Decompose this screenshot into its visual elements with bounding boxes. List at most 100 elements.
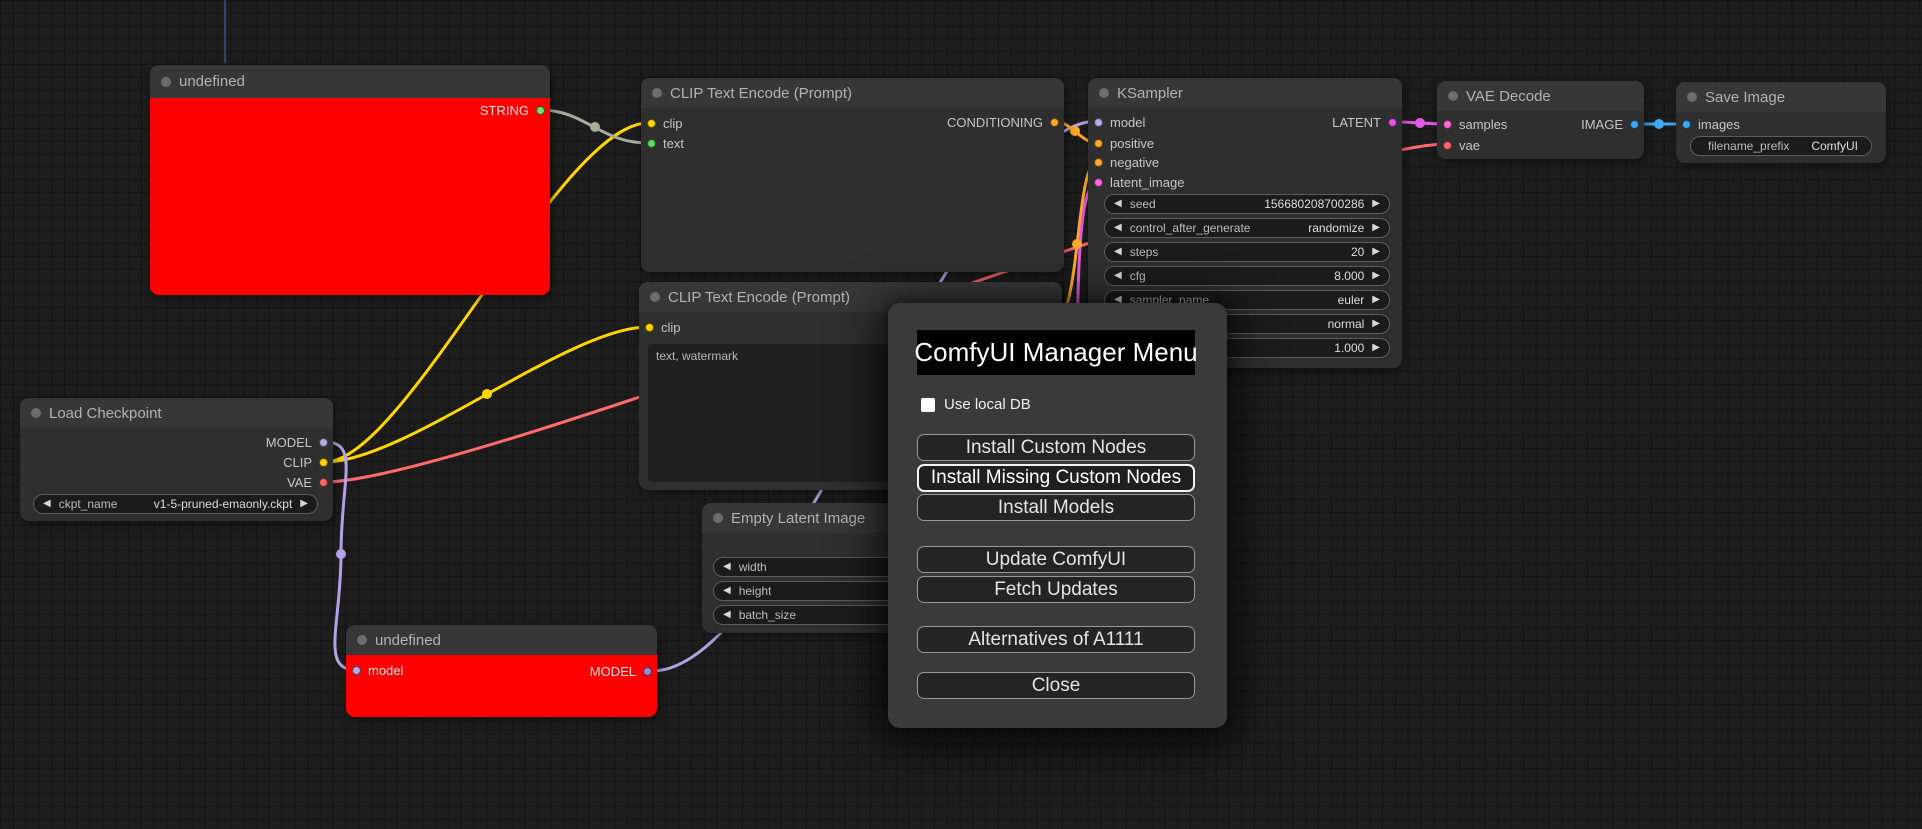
output-slot-conditioning[interactable]: CONDITIONING	[947, 114, 1059, 130]
slot-dot[interactable]	[1388, 117, 1397, 127]
slot-dot[interactable]	[1630, 119, 1639, 129]
slot-dot[interactable]	[319, 477, 328, 487]
update-comfyui-button[interactable]: Update ComfyUI	[917, 546, 1195, 573]
node-collapse-icon[interactable]	[1687, 92, 1697, 102]
slot-dot[interactable]	[645, 322, 654, 332]
arrow-left-icon[interactable]: ◀	[1114, 198, 1122, 209]
output-slot-model[interactable]: MODEL	[266, 434, 328, 450]
node-title-bar[interactable]: Save Image	[1676, 82, 1886, 112]
widget-batch-size[interactable]: ◀ batch_size ▶	[713, 605, 942, 625]
arrow-right-icon[interactable]: ▶	[1372, 270, 1380, 281]
slot-label: samples	[1459, 116, 1508, 132]
slot-dot[interactable]	[1094, 117, 1103, 127]
node-title-bar[interactable]: CLIP Text Encode (Prompt)	[641, 78, 1064, 108]
use-local-db-checkbox[interactable]	[921, 397, 935, 412]
input-slot-samples[interactable]: samples	[1443, 116, 1507, 132]
node-title-bar[interactable]: VAE Decode	[1437, 81, 1644, 111]
node-collapse-icon[interactable]	[357, 635, 367, 645]
output-slot-image[interactable]: IMAGE	[1581, 116, 1639, 132]
slot-label: latent_image	[1110, 174, 1185, 190]
input-slot-vae[interactable]: vae	[1443, 137, 1480, 153]
input-slot-model[interactable]: model	[1094, 114, 1145, 130]
node-vae-decode[interactable]: VAE Decode samples vae IMAGE	[1437, 81, 1644, 159]
widget-control-after-generate[interactable]: ◀ control_after_generate randomize ▶	[1104, 218, 1390, 238]
output-slot-clip[interactable]: CLIP	[283, 454, 328, 470]
slot-dot[interactable]	[536, 105, 545, 115]
arrow-left-icon[interactable]: ◀	[723, 561, 731, 572]
arrow-right-icon[interactable]: ▶	[300, 498, 308, 509]
arrow-left-icon[interactable]: ◀	[1114, 270, 1122, 281]
widget-value: 156680208700286	[1264, 197, 1365, 211]
node-string-undefined[interactable]: undefined STRING	[150, 65, 550, 295]
node-title-bar[interactable]: Load Checkpoint	[20, 398, 333, 428]
widget-ckpt-name[interactable]: ◀ ckpt_name v1-5-pruned-emaonly.ckpt ▶	[33, 494, 318, 514]
install-custom-nodes-button[interactable]: Install Custom Nodes	[917, 434, 1195, 461]
input-slot-negative[interactable]: negative	[1094, 154, 1159, 170]
slot-dot[interactable]	[1094, 138, 1103, 148]
arrow-left-icon[interactable]: ◀	[723, 585, 731, 596]
node-collapse-icon[interactable]	[652, 88, 662, 98]
slot-dot[interactable]	[647, 138, 656, 148]
input-slot-positive[interactable]: positive	[1094, 135, 1154, 151]
slot-dot[interactable]	[319, 457, 328, 467]
arrow-right-icon[interactable]: ▶	[1372, 198, 1380, 209]
node-save-image[interactable]: Save Image images filename_prefix ComfyU…	[1676, 82, 1886, 163]
widget-seed[interactable]: ◀ seed 156680208700286 ▶	[1104, 194, 1390, 214]
node-load-checkpoint[interactable]: Load Checkpoint MODEL CLIP VAE ◀ ckpt_na…	[20, 398, 333, 521]
arrow-right-icon[interactable]: ▶	[1372, 222, 1380, 233]
node-title-bar[interactable]: undefined	[346, 625, 657, 655]
arrow-left-icon[interactable]: ◀	[1114, 222, 1122, 233]
use-local-db-row[interactable]: Use local DB	[921, 396, 1031, 413]
node-collapse-icon[interactable]	[161, 76, 171, 87]
slot-dot[interactable]	[319, 437, 328, 447]
node-collapse-icon[interactable]	[650, 292, 660, 302]
node-collapse-icon[interactable]	[1099, 88, 1109, 98]
slot-dot[interactable]	[647, 118, 656, 128]
arrow-right-icon[interactable]: ▶	[1372, 318, 1380, 329]
fetch-updates-button[interactable]: Fetch Updates	[917, 576, 1195, 603]
slot-dot[interactable]	[1682, 119, 1691, 129]
widget-value: 1.000	[1334, 341, 1365, 355]
node-collapse-icon[interactable]	[31, 408, 41, 418]
alternatives-of-a1111-button[interactable]: Alternatives of A1111	[917, 626, 1195, 653]
install-models-button[interactable]: Install Models	[917, 494, 1195, 521]
slot-dot[interactable]	[643, 666, 652, 676]
widget-value: ComfyUI	[1811, 139, 1858, 153]
slot-dot[interactable]	[1050, 117, 1059, 127]
output-slot-model[interactable]: MODEL	[590, 663, 652, 679]
input-slot-latent-image[interactable]: latent_image	[1094, 174, 1184, 190]
slot-label: vae	[1459, 137, 1480, 153]
input-slot-clip[interactable]: clip	[645, 319, 681, 335]
node-title-bar[interactable]: undefined	[150, 65, 550, 98]
node-title-bar[interactable]: KSampler	[1088, 78, 1402, 108]
arrow-left-icon[interactable]: ◀	[723, 609, 731, 620]
slot-dot[interactable]	[1094, 157, 1103, 167]
node-model-undefined[interactable]: undefined model MODEL	[346, 625, 657, 717]
node-collapse-icon[interactable]	[713, 513, 723, 523]
close-button[interactable]: Close	[917, 672, 1195, 699]
slot-dot[interactable]	[1094, 177, 1103, 187]
node-collapse-icon[interactable]	[1448, 91, 1458, 101]
widget-filename-prefix[interactable]: filename_prefix ComfyUI	[1690, 136, 1872, 156]
slot-dot[interactable]	[1443, 119, 1452, 129]
node-clip-text-encode-top[interactable]: CLIP Text Encode (Prompt) clip text COND…	[641, 78, 1064, 272]
widget-steps[interactable]: ◀ steps 20 ▶	[1104, 242, 1390, 262]
slot-dot[interactable]	[1443, 140, 1452, 150]
input-slot-model[interactable]: model	[352, 662, 403, 678]
arrow-left-icon[interactable]: ◀	[43, 498, 51, 509]
install-missing-custom-nodes-button[interactable]: Install Missing Custom Nodes	[917, 464, 1195, 492]
input-slot-text[interactable]: text	[647, 135, 684, 151]
arrow-right-icon[interactable]: ▶	[1372, 294, 1380, 305]
arrow-left-icon[interactable]: ◀	[1114, 294, 1122, 305]
input-slot-images[interactable]: images	[1682, 116, 1740, 132]
arrow-right-icon[interactable]: ▶	[1372, 246, 1380, 257]
widget-cfg[interactable]: ◀ cfg 8.000 ▶	[1104, 266, 1390, 286]
arrow-right-icon[interactable]: ▶	[1372, 342, 1380, 353]
output-slot-string[interactable]: STRING	[480, 102, 545, 118]
slot-dot[interactable]	[352, 665, 361, 675]
input-slot-clip[interactable]: clip	[647, 115, 683, 131]
output-slot-vae[interactable]: VAE	[287, 474, 328, 490]
arrow-left-icon[interactable]: ◀	[1114, 246, 1122, 257]
output-slot-latent[interactable]: LATENT	[1332, 114, 1397, 130]
